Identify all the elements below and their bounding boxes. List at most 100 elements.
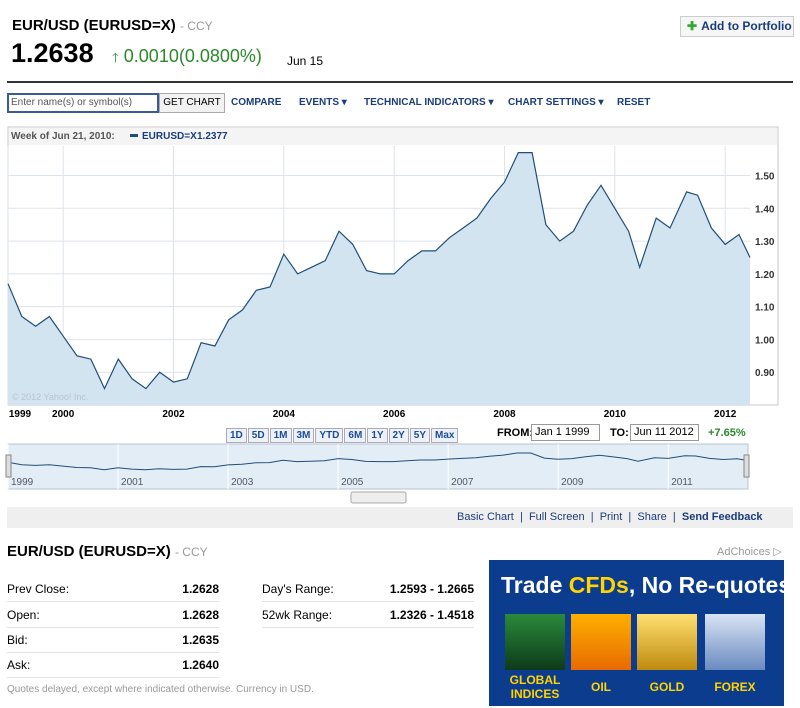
symbol-input[interactable]: Enter name(s) or symbol(s): [7, 93, 159, 113]
y-tick-label: 1.20: [755, 270, 775, 281]
quote-row: Day's Range: 1.2593 - 1.2665: [262, 576, 474, 602]
x-tick-label: 2000: [52, 409, 75, 420]
ad-headline: Trade CFDs, No Re-quotes: [501, 572, 791, 599]
scrollbar: [350, 491, 407, 504]
x-tick-label: 2004: [273, 409, 296, 420]
quote-value: 1.2640: [182, 658, 219, 672]
quote-value: 1.2628: [182, 608, 219, 622]
quote-value: 1.2628: [182, 582, 219, 596]
quote-row: Ask: 1.2640: [7, 652, 219, 678]
y-tick-label: 1.10: [755, 303, 775, 314]
legend-bar: [9, 128, 777, 145]
chart-links: Basic Chart | Full Screen | Print | Shar…: [457, 511, 763, 523]
range-button[interactable]: 1D: [226, 428, 247, 443]
settings-link[interactable]: CHART SETTINGS ▾: [508, 97, 604, 108]
indicators-link[interactable]: TECHNICAL INDICATORS ▾: [364, 97, 494, 108]
indicators-text: TECHNICAL INDICATORS: [364, 97, 486, 108]
x-tick-label: 2010: [604, 409, 627, 420]
y-tick-label: 1.40: [755, 204, 775, 215]
ad-item: GLOBAL INDICES: [509, 673, 561, 701]
navigator-tick-label: 2011: [671, 477, 693, 488]
ad-h2: CFDs: [568, 572, 629, 598]
ad-h3: , No Re-quotes: [628, 572, 792, 598]
legend-swatch: [130, 134, 138, 137]
quote-title: EUR/USD (EURUSD=X) - CCY: [7, 543, 208, 560]
quote-label: Prev Close:: [7, 582, 70, 596]
range-button[interactable]: YTD: [315, 428, 344, 443]
quote-row: Open: 1.2628: [7, 602, 219, 628]
ad-choices[interactable]: AdChoices ▷: [717, 546, 782, 558]
quote-row: Prev Close: 1.2628: [7, 576, 219, 602]
range-button[interactable]: 5D: [247, 428, 269, 443]
range-change: +7.65%: [708, 427, 746, 439]
navigator-handle: [5, 454, 12, 478]
ad-item: GOLD: [649, 680, 685, 694]
navigator-bg: [7, 443, 749, 490]
price-line: [7, 152, 751, 391]
ad-choices-text: AdChoices: [717, 546, 771, 558]
x-tick-label: 2002: [162, 409, 185, 420]
x-tick-label: 1999: [9, 409, 32, 420]
events-link[interactable]: EVENTS ▾: [299, 97, 347, 108]
x-tick-label: 2006: [383, 409, 406, 420]
ad-item: FOREX: [714, 680, 756, 694]
add-portfolio-label: Add to Portfolio: [701, 19, 792, 33]
quote-exchange: - CCY: [174, 545, 208, 559]
from-label: FROM:: [497, 427, 534, 439]
y-tick-label: 0.90: [755, 368, 775, 379]
navigator-tick-label: 2003: [231, 477, 254, 488]
range-button[interactable]: 2Y: [388, 428, 409, 443]
tile-indices: [505, 614, 565, 670]
change-text: 0.0010(0.0800%): [123, 46, 262, 66]
title-text: EUR/USD (EURUSD=X): [12, 17, 176, 34]
rule: [7, 81, 793, 83]
links-bar: [7, 507, 793, 528]
quote-label: Ask:: [7, 658, 31, 672]
navigator-line: [7, 452, 749, 471]
feedback-link[interactable]: Send Feedback: [681, 511, 763, 523]
range-button[interactable]: 1Y: [367, 428, 388, 443]
quote-label: 52wk Range:: [262, 608, 333, 622]
quote-title-text: EUR/USD (EURUSD=X): [7, 543, 171, 560]
from-input[interactable]: Jan 1 1999: [531, 424, 600, 441]
print-link[interactable]: Print: [599, 511, 623, 523]
quote-value: 1.2326 - 1.4518: [389, 608, 474, 622]
navigator-tick-label: 2001: [121, 477, 144, 488]
legend-value: 1.2377: [197, 131, 228, 142]
range-button[interactable]: 6M: [344, 428, 367, 443]
date: Jun 15: [287, 54, 324, 68]
navigator-tick-label: 2007: [451, 477, 474, 488]
settings-text: CHART SETTINGS: [508, 97, 596, 108]
quote-label: Bid:: [7, 633, 28, 647]
y-tick-label: 1.00: [755, 335, 775, 346]
x-tick-label: 2008: [493, 409, 516, 420]
compare-link[interactable]: COMPARE: [231, 97, 282, 108]
range-button[interactable]: 5Y: [409, 428, 431, 443]
quote-note: Quotes delayed, except where indicated o…: [7, 684, 314, 695]
full-screen-link[interactable]: Full Screen: [528, 511, 585, 523]
tile-gold: [637, 614, 697, 670]
range-button[interactable]: 3M: [292, 428, 315, 443]
chart: 0.90 1.00 1.10 1.20 1.30 1.40 1.50 1999 2000 2002…: [5, 126, 779, 504]
range-button[interactable]: 1M: [269, 428, 292, 443]
tile-forex: [705, 614, 765, 670]
basic-chart-link[interactable]: Basic Chart: [457, 511, 514, 523]
events-text: EVENTS: [299, 97, 340, 108]
get-chart-button[interactable]: GET CHART: [159, 93, 225, 113]
quote-value: 1.2593 - 1.2665: [389, 582, 474, 596]
ad-h1: Trade: [501, 572, 569, 598]
ad-banner[interactable]: Trade CFDs, No Re-quotes GLOBAL INDICES …: [489, 560, 791, 706]
add-portfolio[interactable]: ✚ Add to Portfolio: [680, 16, 794, 37]
y-tick-label: 1.30: [755, 237, 775, 248]
range-button[interactable]: Max: [431, 428, 459, 443]
price: 1.2638: [11, 38, 94, 68]
legend-label: Week of Jun 21, 2010:: [11, 131, 115, 142]
ad-item: OIL: [591, 680, 611, 694]
quote-row: 52wk Range: 1.2326 - 1.4518: [262, 602, 474, 628]
navigator-tick-label: 2005: [341, 477, 364, 488]
share-link[interactable]: Share: [637, 511, 667, 523]
reset-link[interactable]: RESET: [617, 97, 651, 108]
to-input[interactable]: Jun 11 2012: [630, 424, 699, 441]
navigator-handle: [743, 454, 750, 478]
